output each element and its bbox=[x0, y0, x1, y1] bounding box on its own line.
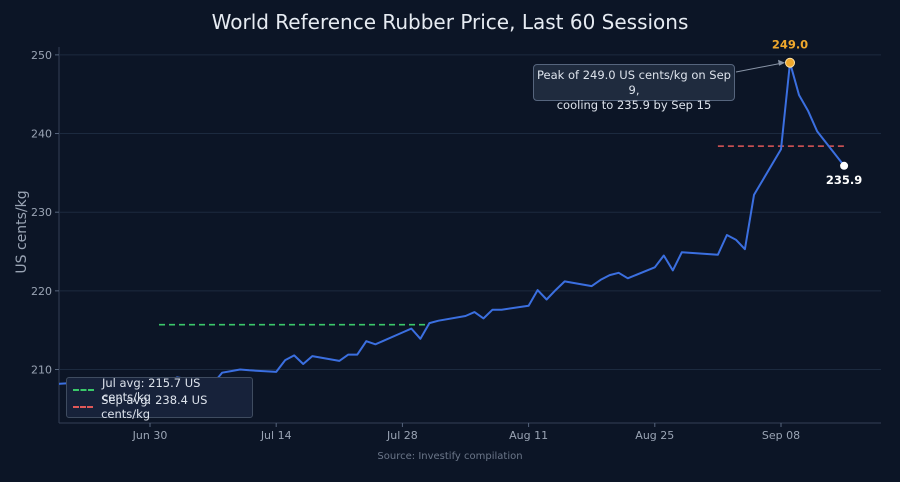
peak-point-marker bbox=[785, 57, 796, 68]
callout-arrow-line bbox=[735, 62, 785, 73]
source-note: Source: Investify compilation bbox=[377, 451, 523, 462]
chart-title: World Reference Rubber Price, Last 60 Se… bbox=[211, 10, 689, 34]
legend-swatch-sep bbox=[73, 405, 94, 408]
legend-swatch-jul bbox=[73, 388, 94, 391]
y-tick-label: 220 bbox=[31, 285, 52, 298]
x-tick-label: Sep 08 bbox=[762, 429, 800, 442]
legend: Jul avg: 215.7 US cents/kg Sep avg: 238.… bbox=[66, 376, 253, 421]
x-tick-label: Aug 25 bbox=[635, 429, 674, 442]
legend-item-jul-avg: Jul avg: 215.7 US cents/kg bbox=[73, 376, 246, 404]
y-tick-label: 210 bbox=[31, 364, 52, 377]
x-tick-label: Jul 28 bbox=[386, 429, 418, 442]
callout-line-2: cooling to 235.9 by Sep 15 bbox=[556, 98, 712, 112]
peak-callout: Peak of 249.0 US cents/kg on Sep 9, cool… bbox=[533, 64, 735, 112]
last-value-label: 235.9 bbox=[826, 173, 862, 187]
y-tick-label: 250 bbox=[31, 49, 52, 62]
y-tick-label: 230 bbox=[31, 206, 52, 219]
x-tick-label: Aug 11 bbox=[509, 429, 548, 442]
legend-label-sep: Sep avg: 238.4 US cents/kg bbox=[101, 392, 208, 421]
y-tick-label: 240 bbox=[31, 128, 52, 141]
legend-label-jul: Jul avg: 215.7 US cents/kg bbox=[101, 375, 201, 404]
legend-item-sep-avg: Sep avg: 238.4 US cents/kg bbox=[73, 393, 246, 421]
peak-value-label: 249.0 bbox=[772, 38, 808, 52]
x-tick-label: Jul 14 bbox=[260, 429, 292, 442]
last-point-marker bbox=[840, 161, 849, 170]
callout-line-1: Peak of 249.0 US cents/kg on Sep 9, bbox=[537, 68, 731, 97]
x-tick-label: Jun 30 bbox=[132, 429, 168, 442]
callout-arrow-head bbox=[778, 59, 786, 66]
